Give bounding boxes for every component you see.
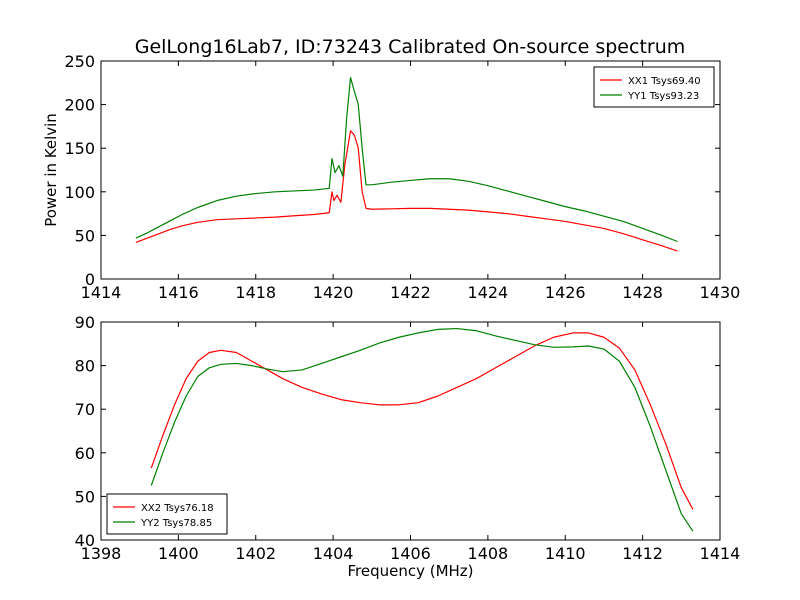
top-series-line-2 — [135, 76, 678, 243]
bottom-y-tick-label: 40 — [75, 531, 95, 550]
bottom-x-tick-label: 1400 — [158, 544, 199, 563]
bottom-x-tick-label: 1410 — [545, 544, 586, 563]
bottom-legend: XX2 Tsys76.18 YY2 Tsys78.85 — [106, 493, 228, 535]
top-y-tick-label: 250 — [64, 52, 95, 71]
bottom-x-tick-label: 1408 — [468, 544, 509, 563]
bottom-legend-label-2: YY2 Tsys78.85 — [140, 518, 212, 529]
top-legend-label-2: YY1 Tsys93.23 — [627, 91, 699, 102]
bottom-y-tick-label: 50 — [75, 487, 95, 506]
bottom-x-tick-label: 1404 — [313, 544, 354, 563]
top-x-tick-label: 1416 — [158, 283, 199, 302]
top-y-tick-label: 200 — [64, 96, 95, 115]
bottom-y-tick-label: 90 — [75, 313, 95, 332]
bottom-x-tick-label: 1398 — [81, 544, 122, 563]
top-legend: XX1 Tsys69.40 YY1 Tsys93.23 — [593, 66, 715, 108]
top-x-tick-label: 1426 — [545, 283, 586, 302]
bottom-series-line-2 — [150, 327, 694, 532]
top-y-tick-label: 100 — [64, 183, 95, 202]
top-legend-label-1: XX1 Tsys69.40 — [628, 76, 701, 87]
bottom-plot: 1398 1400 1402 1404 1406 1408 1410 1412 1414 40 50… — [75, 313, 741, 580]
bottom-x-tick-label: 1412 — [622, 544, 663, 563]
bottom-y-tick-label: 70 — [75, 400, 95, 419]
top-plot: 1414 1416 1418 1420 1422 1424 1426 1428 1430 0 50 1… — [42, 52, 740, 302]
figure-title: GelLong16Lab7, ID:73243 Calibrated On-so… — [135, 36, 686, 58]
top-y-tick-label: 0 — [85, 270, 95, 289]
top-x-tick-label: 1414 — [81, 283, 122, 302]
top-x-tick-label: 1430 — [700, 283, 741, 302]
bottom-legend-label-1: XX2 Tsys76.18 — [141, 503, 214, 514]
top-x-tick-label: 1428 — [622, 283, 663, 302]
bottom-x-tick-label: 1414 — [700, 544, 741, 563]
top-x-tick-label: 1424 — [468, 283, 509, 302]
top-legend-box — [593, 66, 715, 108]
bottom-x-tick-label: 1406 — [390, 544, 431, 563]
top-y-axis-label: Power in Kelvin — [42, 113, 60, 227]
bottom-legend-box — [106, 493, 228, 535]
bottom-series-line-1 — [150, 332, 694, 510]
bottom-x-tick-label: 1402 — [235, 544, 276, 563]
top-x-tick-label: 1420 — [313, 283, 354, 302]
top-x-tick-label: 1422 — [390, 283, 431, 302]
bottom-y-tick-label: 80 — [75, 357, 95, 376]
top-y-tick-label: 50 — [75, 226, 95, 245]
top-series-line-1 — [135, 130, 678, 252]
bottom-y-tick-label: 60 — [75, 444, 95, 463]
bottom-x-axis-label: Frequency (MHz) — [347, 562, 473, 580]
top-x-tick-label: 1418 — [235, 283, 276, 302]
top-y-tick-label: 150 — [64, 139, 95, 158]
